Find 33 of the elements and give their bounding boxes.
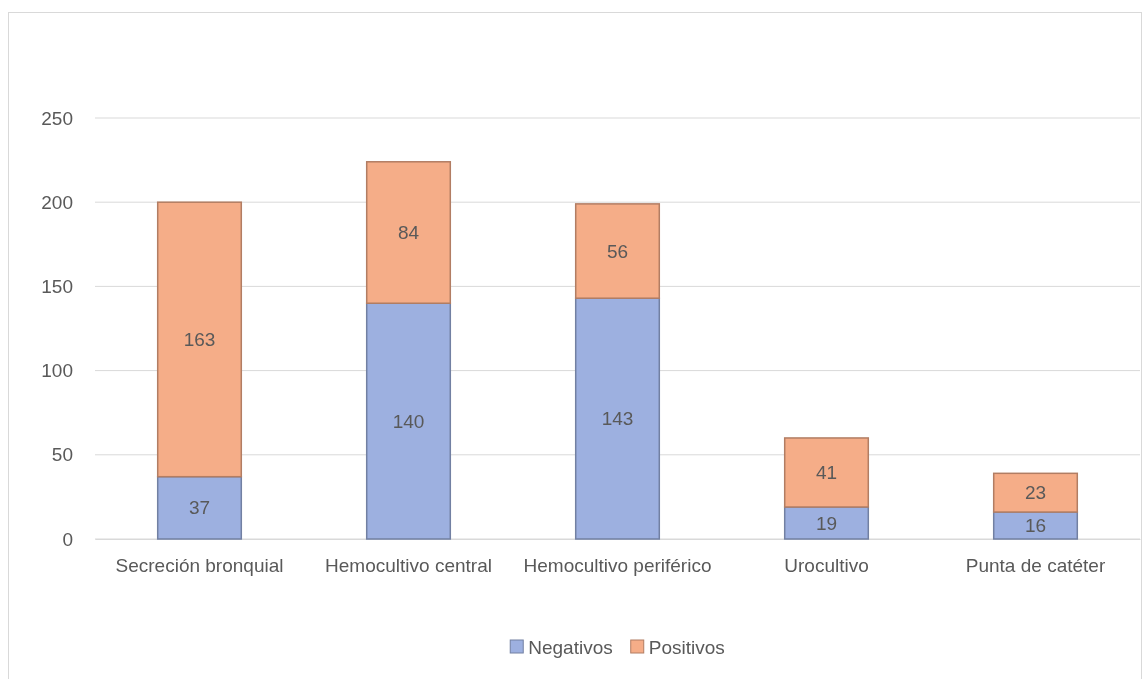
data-label: 16 — [1024, 515, 1047, 537]
bar — [992, 472, 1079, 513]
data-label: 84 — [397, 222, 420, 244]
bar — [783, 506, 870, 540]
x-tick-label: Hemocultivo central — [325, 555, 492, 577]
bar — [574, 203, 661, 299]
x-tick-label: Secreción bronquial — [115, 555, 284, 577]
data-label: 140 — [392, 410, 425, 432]
bar — [365, 302, 452, 540]
data-label: 143 — [601, 408, 634, 430]
data-label: 37 — [188, 497, 211, 519]
x-tick-label: Hemocultivo periférico — [523, 555, 712, 577]
bar — [992, 511, 1079, 540]
legend-label: Negativos — [528, 636, 613, 658]
x-tick-label: Punta de catéter — [965, 555, 1106, 577]
data-label: 19 — [815, 512, 838, 534]
bar — [365, 161, 452, 304]
data-label: 163 — [183, 329, 216, 351]
y-tick-label: 0 — [62, 528, 73, 550]
y-tick-label: 150 — [41, 275, 73, 297]
y-tick-label: 250 — [41, 107, 73, 129]
y-tick-label: 100 — [41, 360, 73, 382]
bar — [574, 297, 661, 540]
bar — [783, 437, 870, 508]
legend-label: Positivos — [648, 636, 725, 658]
data-label: 41 — [815, 462, 838, 484]
y-tick-label: 50 — [51, 444, 73, 466]
bar — [156, 475, 243, 540]
data-label: 23 — [1024, 482, 1047, 504]
y-tick-label: 200 — [41, 191, 73, 213]
data-label: 56 — [606, 240, 629, 262]
x-tick-label: Urocultivo — [784, 555, 869, 577]
bar — [156, 201, 243, 478]
